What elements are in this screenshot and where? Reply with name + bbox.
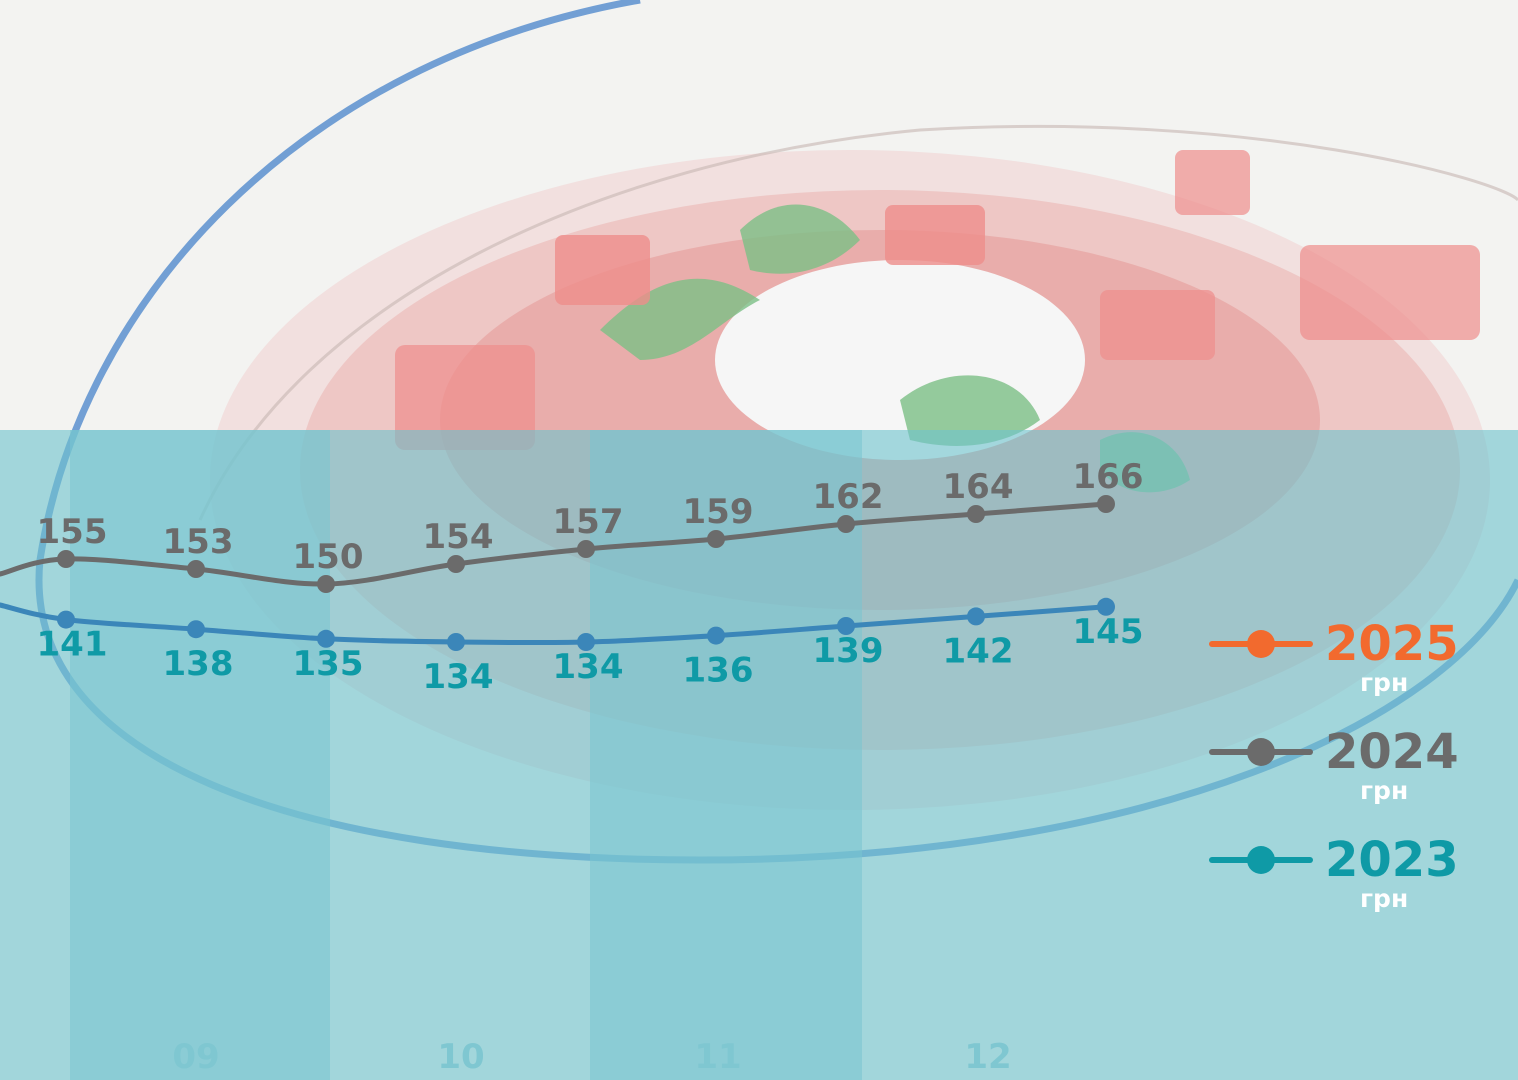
data-point: [447, 633, 465, 651]
data-label: 164: [943, 467, 1014, 507]
month-label: 09: [172, 1037, 219, 1077]
data-label: 138: [163, 644, 234, 684]
data-label: 155: [37, 512, 108, 552]
data-point: [577, 540, 595, 558]
legend-unit: грн: [1360, 884, 1409, 913]
series-line: [0, 501, 1109, 587]
data-point: [57, 610, 75, 629]
legend-item-2023: 2023 грн: [1205, 832, 1505, 936]
data-label: 135: [293, 644, 364, 684]
legend-item-2024: 2024 грн: [1205, 724, 1505, 828]
data-point: [967, 505, 985, 523]
data-label: 150: [293, 537, 364, 577]
data-label: 166: [1073, 457, 1144, 497]
month-band-0: [70, 430, 330, 1080]
data-point: [317, 629, 335, 648]
series-line: [0, 602, 1109, 646]
legend-year: 2023: [1325, 832, 1459, 888]
data-label: 139: [813, 631, 884, 671]
series-2024: 155 153 150 154 157 159 162 164 166: [0, 457, 1143, 593]
legend-year: 2024: [1325, 724, 1459, 780]
data-label: 145: [1073, 612, 1144, 652]
legend-year: 2025: [1325, 616, 1459, 672]
data-point: [707, 530, 725, 548]
data-label: 159: [683, 492, 754, 532]
data-point: [577, 633, 595, 651]
legend-dot-marker: [1247, 846, 1275, 874]
legend-dot-marker: [1247, 630, 1275, 658]
data-point: [447, 555, 465, 573]
data-point: [187, 620, 205, 639]
data-label: 162: [813, 477, 884, 517]
legend-dot-marker: [1247, 738, 1275, 766]
data-label: 154: [423, 517, 494, 557]
month-label: 10: [437, 1037, 484, 1077]
data-label: 141: [37, 625, 108, 665]
data-label: 134: [423, 657, 494, 697]
data-point: [707, 626, 725, 645]
month-label: 12: [964, 1037, 1011, 1077]
legend-item-2025: 2025 грн: [1205, 616, 1505, 720]
data-point: [187, 560, 205, 578]
data-label: 157: [553, 502, 624, 542]
data-point: [317, 575, 335, 593]
legend-unit: грн: [1360, 776, 1409, 805]
month-labels: 09 10 11 12: [172, 1037, 1011, 1077]
legend-unit: грн: [1360, 668, 1409, 697]
data-label: 153: [163, 522, 234, 562]
data-point: [57, 550, 75, 568]
month-label: 11: [694, 1037, 741, 1077]
series-2023: 141 138 135 134 134 136 139 142 145: [0, 597, 1144, 697]
data-point: [837, 515, 855, 533]
data-point: [1097, 597, 1115, 616]
data-point: [967, 607, 985, 626]
data-point: [837, 617, 855, 635]
data-label: 134: [553, 647, 624, 687]
data-label: 142: [943, 631, 1014, 671]
data-point: [1097, 495, 1115, 513]
data-label: 136: [683, 651, 754, 691]
